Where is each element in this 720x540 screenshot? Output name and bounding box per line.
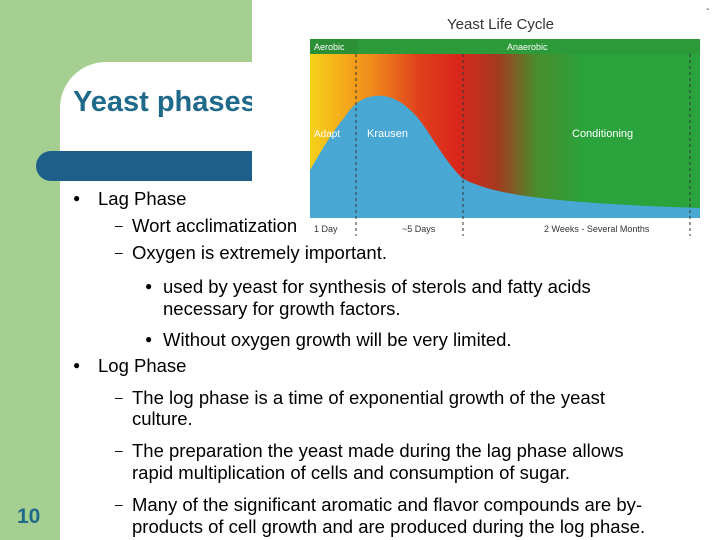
anaerobic-label: Anaerobic [507,42,548,52]
stage-adapt-label: Adapt [314,129,340,140]
yeast-life-cycle-figure: Yeast Life Cycle Aerobic Anaerobic Adapt… [252,0,720,240]
oxygen-band [310,39,700,54]
lag-sub2-b1-line1: used by yeast for synthesis of sterols a… [163,276,591,297]
log-sub3-line1: Many of the significant aromatic and fla… [132,494,643,515]
time-5-days: ~5 Days [402,224,436,234]
dash-log-sub3: – [115,496,123,512]
lag-phase-heading: Lag Phase [98,188,187,209]
lag-sub1-text: Wort acclimatization [132,215,298,236]
log-sub3-line2: products of cell growth and are produced… [132,516,646,537]
background-green-strip [0,0,60,540]
lag-sub2-b1-line2: necessary for growth factors. [163,298,401,319]
bullet-lag-phase: ● [73,191,81,205]
time-weeks: 2 Weeks - Several Months [544,224,650,234]
yeast-growth-curve [310,95,700,218]
dash-lag-sub2: – [115,244,123,260]
dash-log-sub2: – [115,442,123,458]
log-sub1-line2: culture. [132,408,193,429]
log-sub2-line2: rapid multiplication of cells and consum… [132,462,571,483]
lag-sub2-text: Oxygen is extremely important. [132,242,387,263]
corner-mark: - [706,4,710,15]
time-1-day: 1 Day [314,224,338,234]
dash-lag-sub1: – [115,217,123,233]
aerobic-band [310,39,358,54]
log-sub1-line1: The log phase is a time of exponential g… [132,387,606,408]
slide-title: Yeast phases [73,86,257,118]
lag-sub2-b2-text: Without oxygen growth will be very limit… [163,329,512,350]
bullet-lag-sub2-b2: ● [145,332,153,346]
page-number: 10 [17,505,41,528]
log-sub2-line1: The preparation the yeast made during th… [132,440,624,461]
log-phase-heading: Log Phase [98,355,187,376]
dash-log-sub1: – [115,389,123,405]
aerobic-label: Aerobic [314,42,345,52]
yeast-life-cycle-diagram: Yeast Life Cycle Aerobic Anaerobic Adapt… [310,16,700,236]
stage-krausen-label: Krausen [367,128,408,140]
bullet-log-phase: ● [73,358,81,372]
bullet-lag-sub2-b1: ● [145,279,153,293]
stage-conditioning-label: Conditioning [572,128,633,140]
figure-title: Yeast Life Cycle [447,16,554,33]
